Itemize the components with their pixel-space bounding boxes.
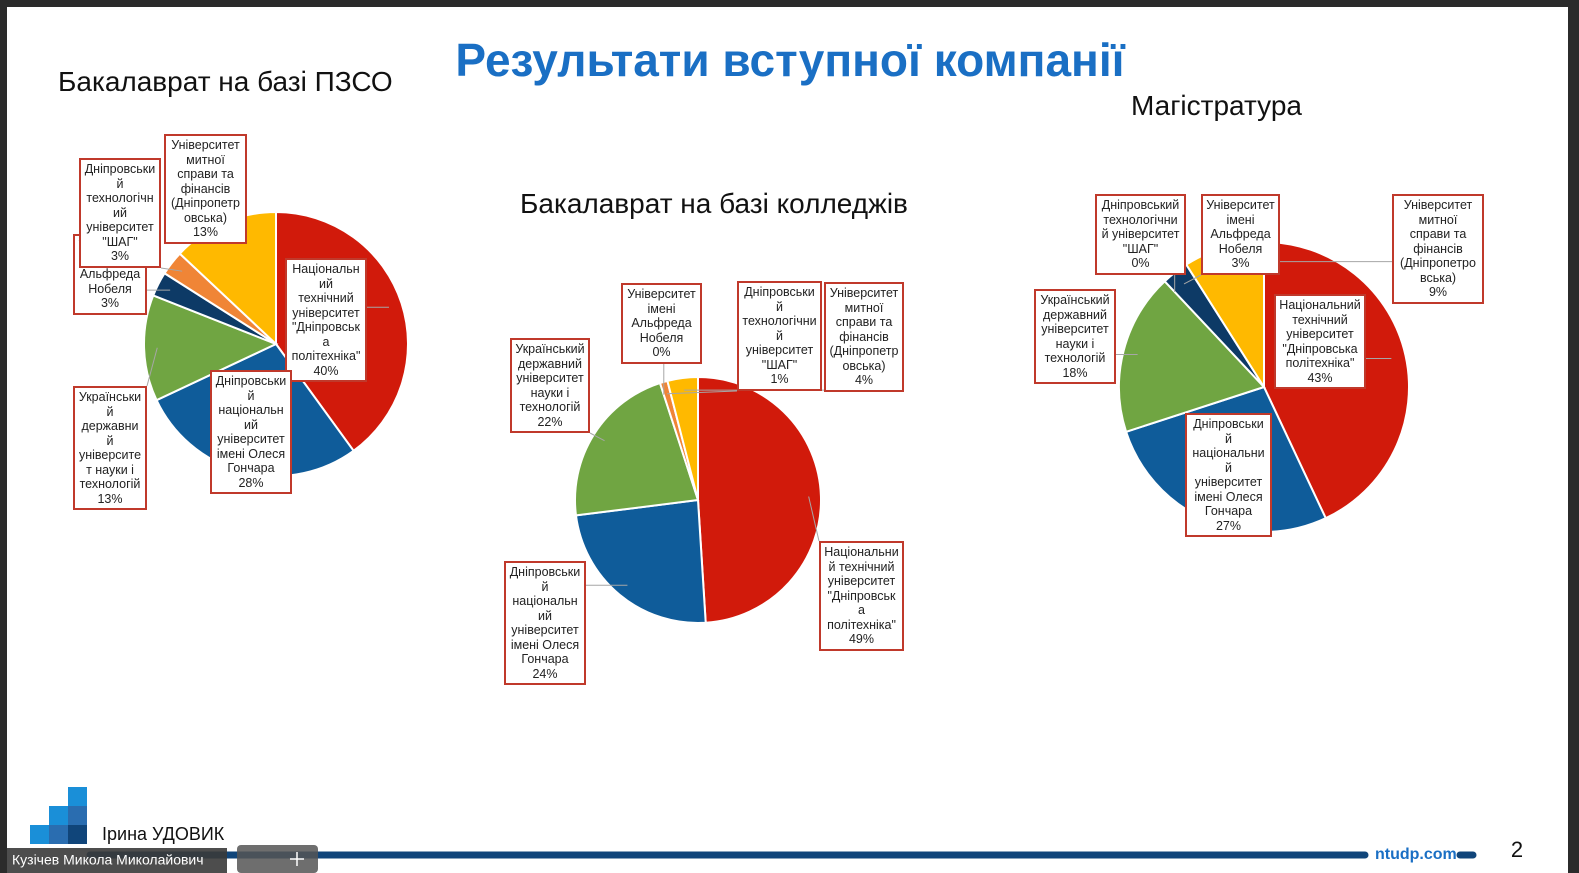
label-value: 9%: [1428, 285, 1448, 299]
label-category: Дніпровський технологічний університет "…: [84, 162, 156, 249]
label-value: 22%: [537, 414, 563, 429]
label-category: Український державний університет науки …: [78, 390, 142, 491]
slide-title: Результати вступної компанії: [455, 34, 1125, 86]
label-category: Національний технічний університет "Дніп…: [824, 545, 899, 632]
label-category: Український державний університет науки …: [515, 342, 585, 414]
label-value: 24%: [532, 666, 558, 681]
site: ntudp.com: [1375, 846, 1457, 863]
label-value: 0%: [1131, 256, 1150, 270]
pie-slice: [697, 375, 822, 624]
label-value: 49%: [848, 632, 875, 646]
data-label: Дніпровський національний університет ім…: [210, 370, 292, 494]
label-category: Дніпровський національний університет ім…: [509, 565, 581, 666]
label-category: Університет митної справи та фінансів (Д…: [829, 286, 899, 373]
data-label: Дніпровський технологічний університет "…: [1095, 194, 1186, 275]
label-value: 3%: [100, 296, 120, 310]
data-label: Університет митної справи та фінансів (Д…: [824, 282, 904, 392]
data-label: Дніпровський технологічний університет "…: [737, 281, 822, 391]
label-category: Національний технічний університет "Дніп…: [291, 262, 361, 363]
page-number: 2: [1511, 837, 1523, 862]
label-category: Дніпровський технологічний університет "…: [1101, 198, 1180, 256]
window-left-bar: [0, 0, 7, 873]
label-value: 28%: [238, 475, 264, 490]
leader-line: [146, 347, 158, 387]
label-value: 3%: [1231, 256, 1250, 270]
data-label: Український державний університет науки …: [1034, 289, 1116, 384]
label-value: 18%: [1062, 365, 1088, 380]
logo: [30, 787, 87, 844]
label-value: 0%: [652, 345, 671, 359]
pie-slice: [1118, 279, 1266, 434]
leader-line: [667, 390, 738, 395]
label-value: 4%: [854, 373, 874, 387]
window-top-bar: [0, 0, 1579, 7]
label-value: 27%: [1215, 518, 1242, 533]
label-category: Університет імені Альфреда Нобеля: [627, 287, 696, 345]
chart-title: Бакалаврат на базі ПЗСО: [58, 66, 393, 97]
leader-line: [1183, 274, 1202, 285]
chart-title: Бакалаврат на базі колледжів: [520, 188, 908, 219]
participant-name: Кузічев Микола Миколайович: [12, 852, 204, 868]
data-label: Університет імені Альфреда Нобеля 0%: [621, 283, 702, 364]
label-category: Університет імені Альфреда Нобеля: [1206, 198, 1275, 256]
data-label: Дніпровський національний університет ім…: [1185, 413, 1272, 537]
label-category: Український державний університет науки …: [1040, 293, 1110, 365]
pie-slice: [574, 381, 700, 517]
label-value: 1%: [770, 372, 789, 386]
add-button[interactable]: [237, 845, 318, 873]
label-value: 3%: [110, 249, 130, 263]
leader-line: [589, 432, 605, 442]
data-label: Український державний університет науки …: [73, 386, 147, 510]
label-category: Дніпровський технологічний університет "…: [742, 285, 817, 372]
label-category: Дніпровський національний університет ім…: [215, 374, 287, 475]
author: Ірина УДОВИК: [102, 824, 225, 844]
label-value: 40%: [313, 363, 339, 378]
pie-slice: [666, 375, 699, 501]
window-right-bar: [1568, 0, 1579, 873]
label-value: 13%: [192, 225, 219, 239]
data-label: Національний технічний університет "Дніп…: [1274, 294, 1366, 389]
chart-title: Магістратура: [1131, 90, 1302, 121]
pie-slice: [574, 498, 707, 624]
label-category: Університет митної справи та фінансів (Д…: [171, 138, 240, 225]
data-label: Національний технічний університет "Дніп…: [819, 541, 904, 651]
leader-line: [160, 267, 183, 272]
participant-bg: [7, 848, 227, 873]
label-value: 13%: [97, 491, 123, 506]
data-label: Університет митної справи та фінансів (Д…: [164, 134, 247, 244]
label-category: Національний технічний університет "Дніп…: [1279, 298, 1361, 370]
data-label: Український державний університет науки …: [510, 338, 590, 433]
data-label: Дніпровський національний університет ім…: [504, 561, 586, 685]
pie-slice: [143, 294, 279, 402]
label-category: Університет митної справи та фінансів (Д…: [1400, 198, 1476, 285]
data-label: Дніпровський технологічний університет "…: [79, 158, 161, 268]
leader-line: [808, 496, 820, 542]
data-label: Національний технічний університет "Дніп…: [285, 258, 367, 382]
data-label: Університет митної справи та фінансів (Д…: [1392, 194, 1484, 304]
label-value: 43%: [1307, 370, 1333, 385]
label-category: Дніпровський національний університет ім…: [1192, 417, 1265, 518]
